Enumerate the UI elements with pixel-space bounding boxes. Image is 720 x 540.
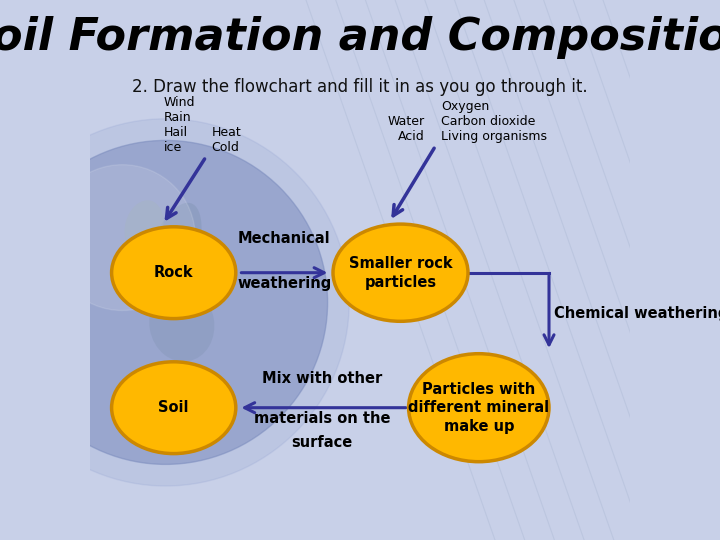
Text: Particles with
different mineral
make up: Particles with different mineral make up	[408, 382, 549, 434]
Text: Smaller rock
particles: Smaller rock particles	[348, 256, 452, 289]
Ellipse shape	[409, 354, 549, 462]
Ellipse shape	[149, 286, 215, 362]
Circle shape	[50, 165, 195, 310]
Text: 2. Draw the flowchart and fill it in as you go through it.: 2. Draw the flowchart and fill it in as …	[132, 78, 588, 96]
Ellipse shape	[125, 200, 163, 253]
Text: Oxygen
Carbon dioxide
Living organisms: Oxygen Carbon dioxide Living organisms	[441, 100, 547, 143]
Ellipse shape	[112, 362, 236, 454]
Text: weathering: weathering	[238, 276, 331, 292]
Text: Soil: Soil	[158, 400, 189, 415]
Text: Mix with other: Mix with other	[262, 371, 382, 386]
Text: Mechanical: Mechanical	[238, 231, 330, 246]
Ellipse shape	[140, 202, 202, 316]
Text: Rock: Rock	[154, 265, 194, 280]
Ellipse shape	[333, 224, 468, 321]
Text: surface: surface	[292, 435, 353, 450]
Text: Chemical weathering: Chemical weathering	[554, 306, 720, 321]
Text: Water
Acid: Water Acid	[387, 115, 425, 143]
Text: Soil Formation and Composition: Soil Formation and Composition	[0, 16, 720, 59]
Circle shape	[4, 140, 328, 464]
Circle shape	[0, 119, 349, 486]
Text: materials on the: materials on the	[254, 411, 390, 427]
Ellipse shape	[112, 227, 236, 319]
Text: Wind
Rain
Hail
ice: Wind Rain Hail ice	[164, 96, 195, 154]
Text: Heat
Cold: Heat Cold	[212, 126, 241, 154]
